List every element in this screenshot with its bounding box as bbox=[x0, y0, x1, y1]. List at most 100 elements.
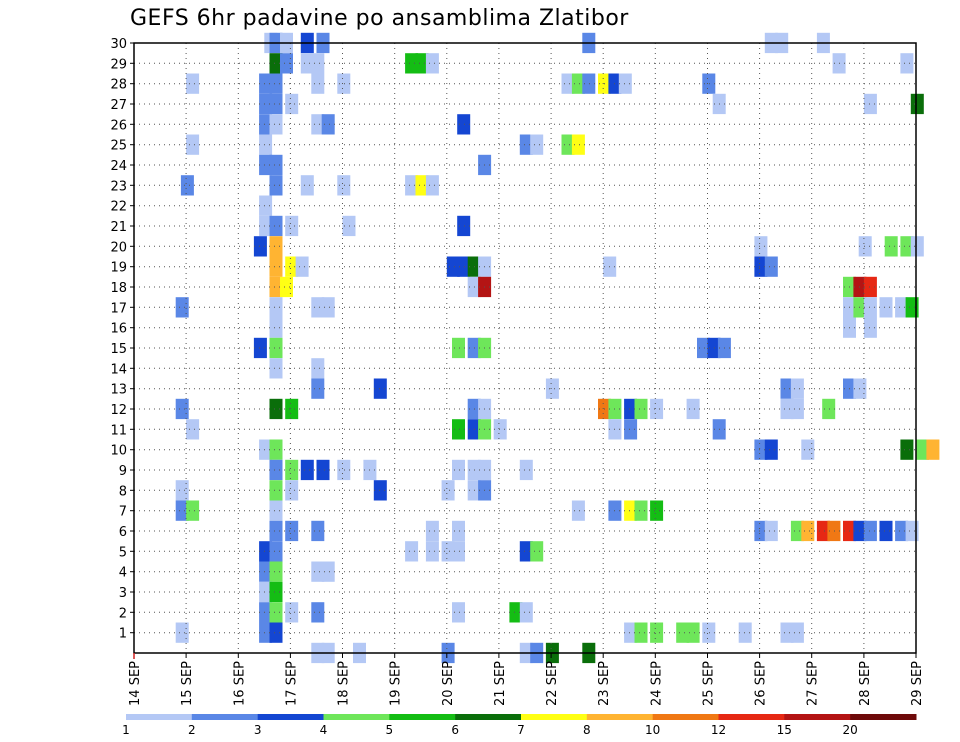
y-tick-label: 29 bbox=[110, 57, 127, 72]
legend-swatch bbox=[257, 714, 324, 720]
x-tick-label: 19 SEP bbox=[389, 661, 404, 706]
heatmap-cell bbox=[702, 622, 716, 643]
heatmap-cell bbox=[321, 114, 335, 135]
heatmap-cell bbox=[269, 459, 283, 481]
heatmap-cell bbox=[269, 175, 283, 196]
y-tick-label: 21 bbox=[110, 220, 127, 235]
y-tick-label: 28 bbox=[110, 78, 127, 93]
heatmap-cell bbox=[285, 520, 299, 542]
heatmap-cell bbox=[863, 297, 877, 318]
heatmap-cell bbox=[452, 520, 465, 542]
heatmap-cell bbox=[738, 622, 752, 643]
heatmap-cell bbox=[373, 378, 387, 399]
x-tick-label: 17 SEP bbox=[284, 661, 299, 706]
heatmap-cell bbox=[311, 114, 325, 135]
y-tick-label: 22 bbox=[110, 200, 127, 215]
heatmap-cell bbox=[754, 256, 768, 277]
heatmap-cell bbox=[650, 500, 664, 521]
heatmap-cell bbox=[316, 459, 330, 481]
y-tick-label: 7 bbox=[119, 505, 127, 520]
legend-label: 1 bbox=[122, 723, 130, 737]
heatmap-cell bbox=[321, 297, 335, 318]
legend-swatch bbox=[784, 714, 851, 720]
heatmap-cell bbox=[900, 439, 914, 460]
heatmap-cell bbox=[764, 439, 778, 460]
heatmap-cell bbox=[561, 134, 575, 155]
heatmap-cell bbox=[457, 215, 471, 237]
heatmap-cell bbox=[269, 93, 283, 115]
heatmap-cell bbox=[311, 53, 325, 74]
heatmap-cell bbox=[571, 134, 585, 155]
heatmap-cell bbox=[175, 297, 189, 318]
heatmap-cell bbox=[702, 73, 716, 94]
heatmap-cell bbox=[624, 500, 638, 521]
heatmap-cell bbox=[571, 73, 585, 94]
heatmap-cell bbox=[337, 73, 351, 94]
heatmap-cell bbox=[186, 500, 200, 521]
heatmap-cell bbox=[269, 215, 283, 237]
heatmap-cell bbox=[858, 236, 872, 257]
heatmap-cell bbox=[311, 520, 325, 542]
x-tick-label: 15 SEP bbox=[180, 661, 195, 706]
heatmap-cell bbox=[269, 297, 283, 318]
legend-label: 10 bbox=[645, 723, 660, 737]
heatmap-cell bbox=[269, 154, 283, 176]
heatmap-cell bbox=[311, 561, 325, 582]
heatmap-cells bbox=[175, 32, 940, 664]
heatmap-cell bbox=[337, 175, 351, 196]
heatmap-cell bbox=[425, 53, 439, 74]
y-tick-label: 10 bbox=[110, 444, 127, 459]
heatmap-cell bbox=[519, 602, 533, 623]
heatmap-cell bbox=[676, 622, 690, 643]
heatmap-cell bbox=[269, 256, 283, 277]
y-tick-label: 23 bbox=[110, 179, 127, 194]
heatmap-cell bbox=[259, 73, 273, 94]
heatmap-cell bbox=[259, 114, 273, 135]
heatmap-cell bbox=[253, 337, 267, 359]
heatmap-cell bbox=[425, 175, 439, 196]
heatmap-cell bbox=[650, 622, 664, 643]
heatmap-cell bbox=[790, 378, 804, 399]
heatmap-cell bbox=[269, 439, 283, 460]
x-tick-label: 27 SEP bbox=[806, 661, 821, 706]
heatmap-cell bbox=[300, 175, 314, 196]
heatmap-cell bbox=[780, 378, 794, 399]
x-tick-label: 20 SEP bbox=[441, 661, 456, 706]
heatmap-cell bbox=[910, 236, 924, 257]
legend-label: 3 bbox=[254, 723, 262, 737]
y-tick-label: 14 bbox=[110, 362, 127, 377]
heatmap-cell bbox=[285, 93, 299, 115]
heatmap-cell bbox=[269, 317, 283, 338]
x-tick-label: 24 SEP bbox=[649, 661, 664, 706]
heatmap-cell bbox=[697, 337, 710, 359]
heatmap-cell bbox=[269, 581, 283, 603]
heatmap-cell bbox=[879, 520, 893, 542]
heatmap-cell bbox=[269, 337, 283, 359]
heatmap-cell bbox=[493, 419, 507, 440]
y-tick-label: 12 bbox=[110, 403, 127, 418]
heatmap-cell bbox=[175, 500, 189, 521]
heatmap-cell bbox=[561, 73, 575, 94]
heatmap-cell bbox=[175, 480, 189, 501]
heatmap-cell bbox=[754, 439, 768, 460]
heatmap-cell bbox=[259, 195, 273, 216]
heatmap-cell bbox=[754, 520, 768, 542]
y-tick-label: 8 bbox=[119, 484, 127, 499]
heatmap-cell bbox=[269, 358, 283, 379]
x-tick-label: 16 SEP bbox=[232, 661, 247, 706]
heatmap-cell bbox=[618, 73, 632, 94]
legend-swatch bbox=[323, 714, 390, 720]
y-tick-label: 19 bbox=[110, 261, 127, 276]
heatmap-cell bbox=[186, 73, 200, 94]
y-tick-label: 13 bbox=[110, 383, 127, 398]
heatmap-cell bbox=[300, 53, 314, 74]
heatmap-cell bbox=[509, 602, 523, 623]
heatmap-cell bbox=[816, 520, 830, 542]
legend-swatch bbox=[389, 714, 456, 720]
heatmap-cell bbox=[425, 520, 439, 542]
heatmap-cell bbox=[285, 602, 299, 623]
legend-label: 20 bbox=[843, 723, 858, 737]
heatmap-cell bbox=[311, 358, 325, 379]
y-tick-label: 11 bbox=[110, 423, 127, 438]
